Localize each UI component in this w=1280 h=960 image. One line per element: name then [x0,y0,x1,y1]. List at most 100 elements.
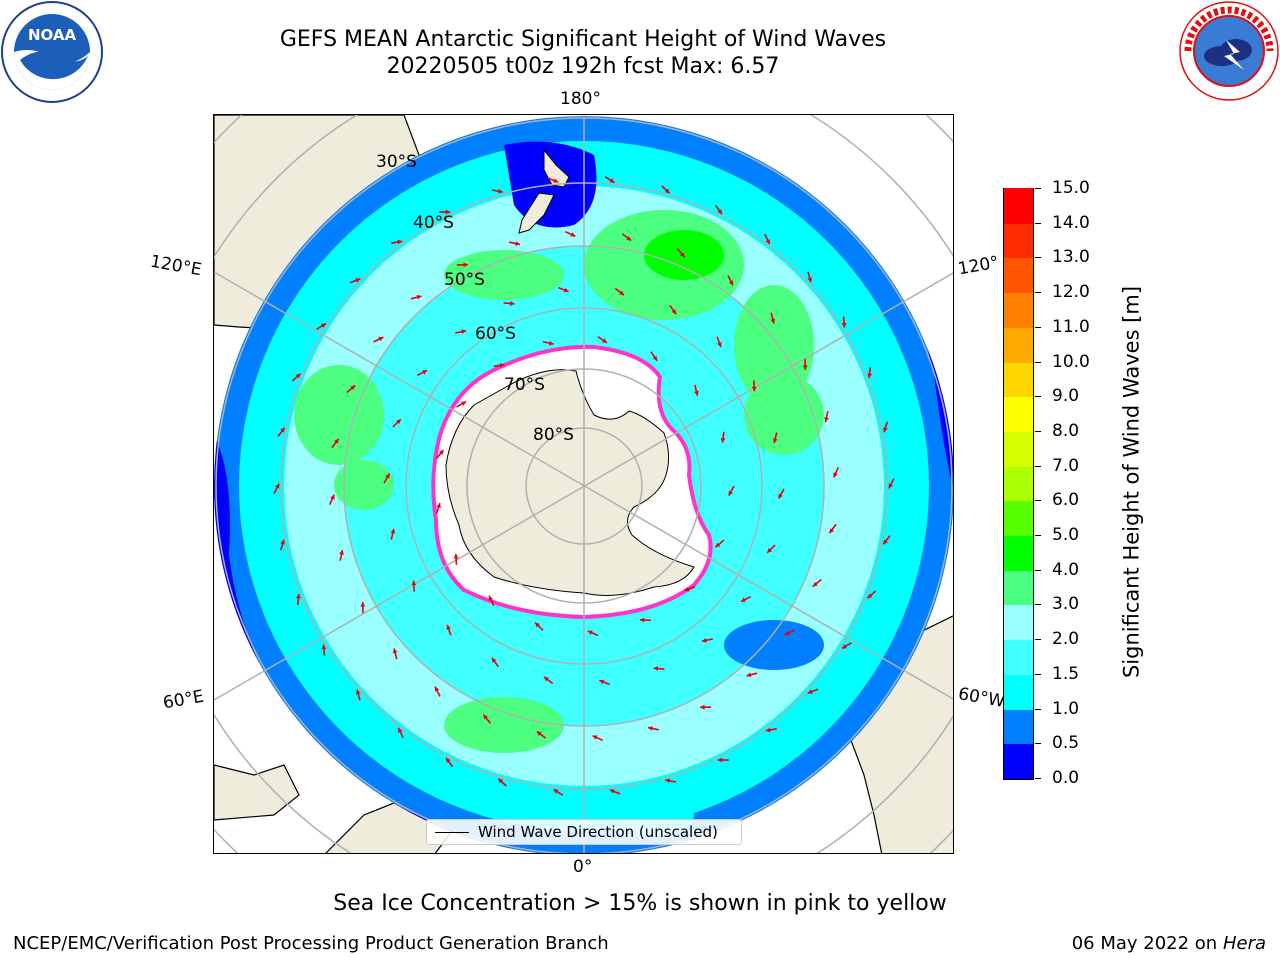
wave-arrow-head [321,644,327,650]
wave-arrow-head [360,602,366,607]
wave-arrow-head [883,539,888,545]
colorbar-segment [1004,604,1033,641]
colorbar-tick [1035,639,1041,641]
graticule [214,115,953,853]
wave-arrow-head [397,239,403,245]
wave-arrow-head [515,241,521,246]
wave-arrow-head [639,617,645,623]
wave-arrow-head [587,630,593,635]
wave-arrow-head [829,528,834,534]
wave-arrow-head [812,581,818,587]
wave-arrow-head [609,178,615,183]
footer-host: Hera [1222,933,1266,954]
wave-arrow-head [599,679,605,685]
colorbar-tick [1035,743,1041,745]
wave-arrow-head [717,757,723,763]
wave-arrow-head [461,401,467,406]
colorbar-tick-label: 11.0 [1052,316,1090,337]
colorbar-segment [1004,466,1033,502]
wave-arrow-head [746,672,752,678]
colorbar-tick-label: 9.0 [1052,386,1080,407]
wave-arrow-head [296,593,301,599]
colorbar-tick [1035,396,1041,398]
wave-arrow-head [509,301,515,306]
wave-arrow-head [536,731,542,736]
wave-arrow-head [833,472,838,478]
wave-arrow-head [330,494,335,500]
polar-map [213,114,954,854]
colorbar-tick-label: 12.0 [1052,282,1090,303]
footer-date: 06 May 2022 on Hera [1072,933,1266,954]
colorbar-tick-label: 4.0 [1052,559,1080,580]
wave-arrow-head [548,340,554,346]
chart-title: GEFS MEAN Antarctic Significant Height o… [279,27,887,52]
colorbar-tick-label: 14.0 [1052,212,1090,233]
colorbar-tick-label: 3.0 [1052,594,1080,615]
wave-arrow-head [715,542,721,548]
wave-arrow-head [445,209,451,215]
chart-subtitle: 20220505 t00z 192h fcst Max: 6.57 [386,54,780,79]
wave-arrow-head [563,287,569,293]
wave-arrow-head [378,336,384,342]
colorbar-segment [1004,396,1033,432]
lat-label-60s: 60°S [475,324,516,344]
colorbar-tick-label: 2.0 [1052,629,1080,650]
wave-arrow-head [446,757,451,763]
lon-label-120e: 120°E [148,251,204,281]
wave-arrow-head [446,624,451,630]
wave-arrow-head [717,209,722,215]
wave-arrow-head [396,419,401,425]
colorbar-tick [1035,535,1041,537]
legend-line-swatch [435,832,469,833]
wave-arrow-head [619,290,625,296]
wave-arrow-head [883,427,888,433]
colorbar-tick [1035,361,1041,363]
colorbar-segment [1004,223,1033,259]
lon-label-0: 0° [573,857,593,877]
noaa-logo-text: NOAA [28,26,77,44]
wave-arrow-head [609,789,615,794]
colorbar-tick [1035,292,1041,294]
colorbar-tick [1035,500,1041,502]
footer-date-text: 06 May 2022 on [1071,933,1218,954]
wave-arrow-head [461,329,466,335]
lon-label-60w: 60°W [956,684,1007,712]
wave-arrow-head [422,370,428,375]
colorbar [1003,188,1034,780]
colorbar-tick-label: 13.0 [1052,247,1090,268]
lat-label-50s: 50°S [444,270,485,290]
wave-arrow-head [626,236,632,241]
colorbar-tick [1035,222,1041,224]
wave-arrow-head [535,622,540,628]
colorbar-tick-label: 10.0 [1052,351,1090,372]
wave-arrow-head [802,365,808,370]
wave-arrow-head [888,483,894,489]
wave-arrow-head [350,385,356,391]
colorbar-tick-label: 0.0 [1052,768,1080,788]
wave-arrow-head [355,278,361,283]
colorbar-tick-label: 8.0 [1052,420,1080,441]
land-new-zealand-south [518,192,555,234]
sea-ice-note: Sea Ice Concentration > 15% is shown in … [333,891,947,916]
wave-arrow-head [807,277,813,283]
footer-credit: NCEP/EMC/Verification Post Processing Pr… [13,933,609,954]
lon-label-120w: 120° [956,252,1001,280]
wave-arrow-head [553,178,559,183]
wave-arrow-head [784,630,790,636]
colorbar-segment [1004,188,1033,224]
wave-arrow-head [807,689,813,694]
wave-arrow-head [664,188,670,194]
colorbar-tick [1035,604,1041,606]
lat-label-40s: 40°S [413,213,454,233]
colorbar-segment [1004,361,1033,398]
wave-arrow-head [488,595,494,601]
wave-arrow-head [280,427,285,433]
wave-arrow-head [679,252,685,258]
wave-arrow-head [601,338,607,343]
wave-arrow-head [700,704,705,710]
wave-arrow-head [463,262,468,268]
wave-arrow-head [841,322,847,328]
colorbar-segment [1004,292,1033,328]
colorbar-tick [1035,430,1041,432]
wave-arrow-head [491,657,497,663]
